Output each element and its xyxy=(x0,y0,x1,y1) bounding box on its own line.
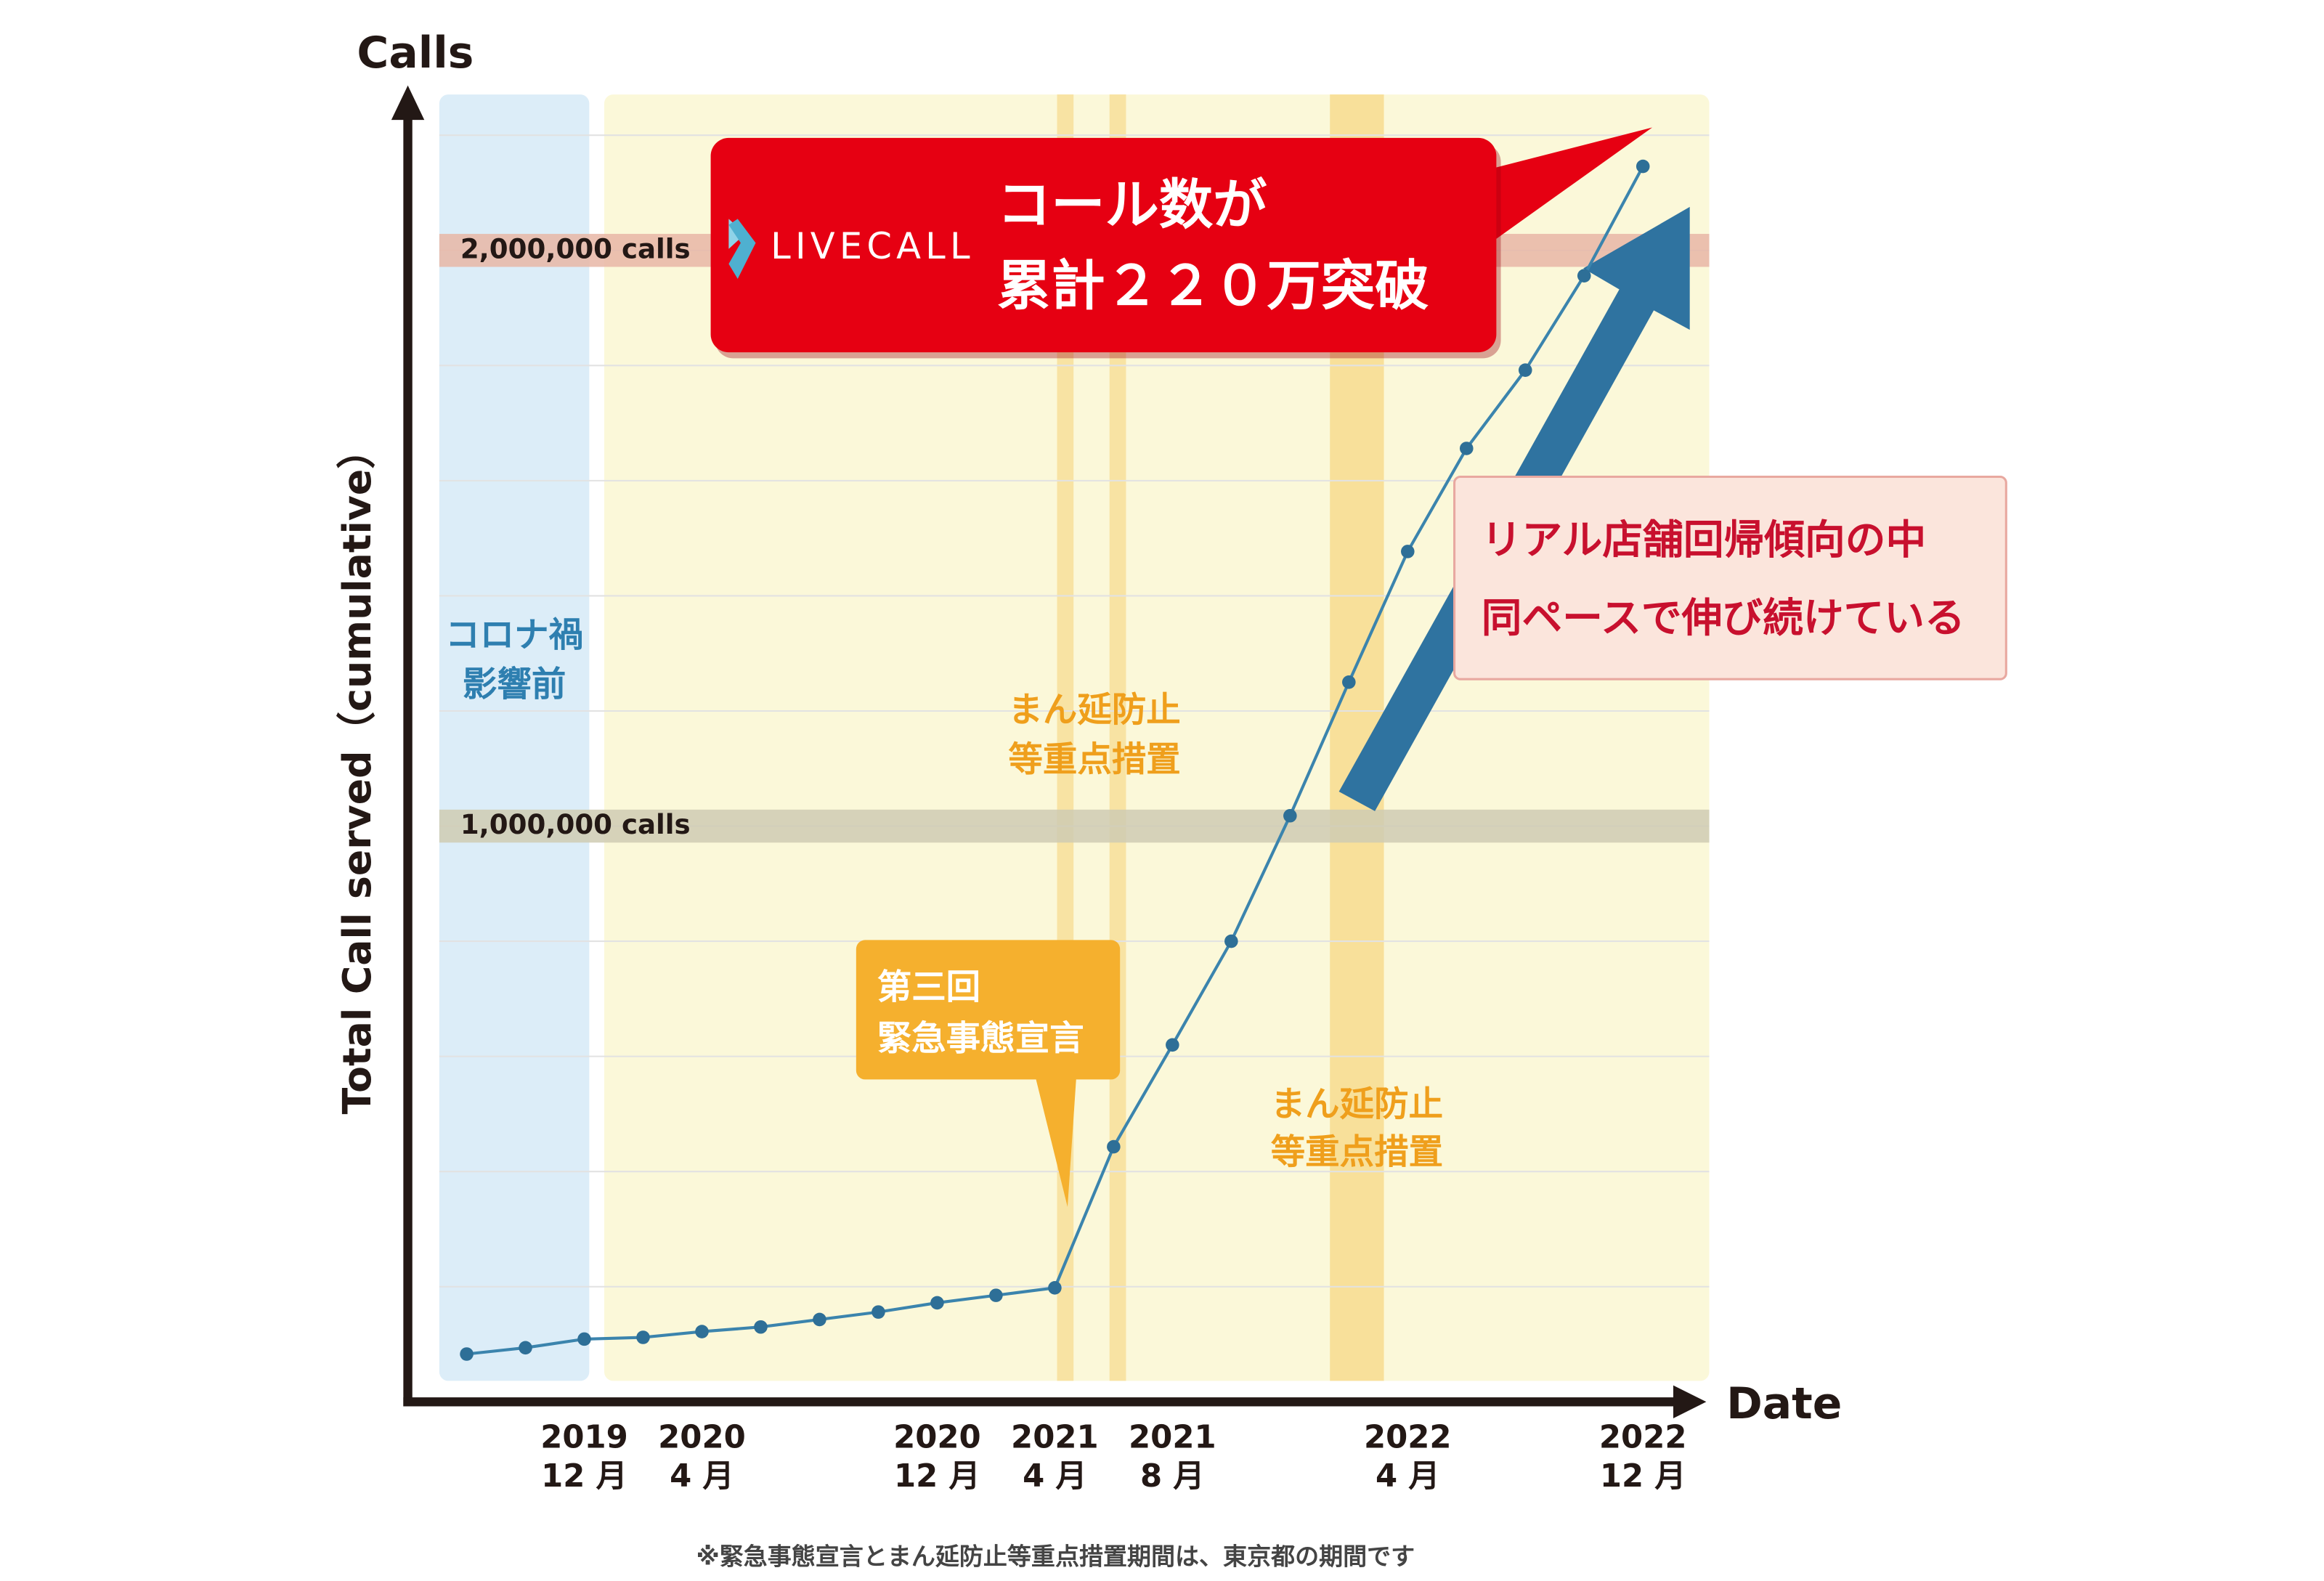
trend-note: 同ペースで伸び続けている xyxy=(1482,595,1965,642)
y-axis-arrow xyxy=(391,85,425,121)
x-tick-label: 4 月 xyxy=(1023,1458,1087,1495)
reference-label: 1,000,000 calls xyxy=(460,809,691,840)
x-tick-label: 2022 xyxy=(1599,1419,1687,1455)
data-point xyxy=(989,1288,1003,1302)
data-point xyxy=(636,1330,650,1344)
x-tick-label: 4 月 xyxy=(670,1458,734,1495)
x-tick-label: 2020 xyxy=(893,1419,981,1455)
x-tick-label: 2021 xyxy=(1129,1419,1216,1455)
x-tick-label: 12 月 xyxy=(541,1458,627,1495)
x-tick-label: 2020 xyxy=(658,1419,746,1455)
headline-pointer xyxy=(1476,127,1653,248)
data-point xyxy=(1048,1281,1062,1295)
data-point xyxy=(1342,675,1356,689)
trend-note: リアル店舗回帰傾向の中 xyxy=(1482,516,1927,564)
y-axis-label: Total Call served（cumulative） xyxy=(334,430,380,1114)
x-title: Date xyxy=(1726,1378,1842,1429)
headline: 累計２２０万突破 xyxy=(997,254,1429,317)
reference-label: 2,000,000 calls xyxy=(460,233,691,264)
callout-text: 第三回 xyxy=(877,968,980,1008)
callout-pointer xyxy=(1034,1073,1077,1207)
reference-band xyxy=(439,809,1710,843)
callout-text: 緊急事態宣言 xyxy=(877,1019,1084,1059)
pre-covid-period xyxy=(439,94,590,1381)
headline-callout xyxy=(710,137,1497,353)
period-label: 等重点措置 xyxy=(1008,740,1180,780)
footnote: ※緊急事態宣言とまん延防止等重点措置期間は、東京都の期間です xyxy=(696,1543,1415,1571)
trend-note-box xyxy=(1453,475,2007,680)
emergency-callout xyxy=(856,940,1121,1080)
data-point xyxy=(1459,442,1474,455)
data-point xyxy=(1401,545,1415,558)
y-title: Calls xyxy=(357,28,474,78)
x-axis-arrow xyxy=(1673,1385,1707,1419)
data-point xyxy=(1518,363,1532,377)
data-point xyxy=(754,1320,768,1334)
x-tick-label: 8 月 xyxy=(1140,1458,1205,1495)
data-point xyxy=(1577,269,1591,283)
period-label: まん延防止 xyxy=(1271,1085,1443,1125)
data-point xyxy=(1283,808,1297,823)
data-point xyxy=(1636,159,1650,174)
data-point xyxy=(1166,1038,1179,1052)
x-tick-label: 4 月 xyxy=(1376,1458,1440,1495)
data-point xyxy=(519,1341,532,1355)
period-label: 等重点措置 xyxy=(1271,1133,1443,1173)
period-label: まん延防止 xyxy=(1008,691,1180,731)
x-tick-label: 12 月 xyxy=(1600,1458,1686,1495)
logo-mark xyxy=(728,219,756,279)
period-label: コロナ禍 xyxy=(445,615,583,655)
headline: コール数が xyxy=(997,173,1267,236)
x-tick-label: 2019 xyxy=(540,1419,628,1455)
data-point xyxy=(577,1332,591,1346)
data-point xyxy=(1224,934,1238,948)
data-point xyxy=(1107,1139,1121,1154)
data-point xyxy=(930,1296,944,1310)
x-tick-label: 2021 xyxy=(1011,1419,1099,1455)
series xyxy=(460,159,1650,1361)
data-point xyxy=(695,1325,709,1338)
x-tick-label: 2022 xyxy=(1364,1419,1452,1455)
brand: LIVECALL xyxy=(771,225,975,267)
data-point xyxy=(460,1347,474,1361)
data-point xyxy=(871,1305,885,1319)
period-label: 影響前 xyxy=(463,665,566,705)
x-tick-label: 12 月 xyxy=(894,1458,980,1495)
data-point xyxy=(813,1312,826,1327)
